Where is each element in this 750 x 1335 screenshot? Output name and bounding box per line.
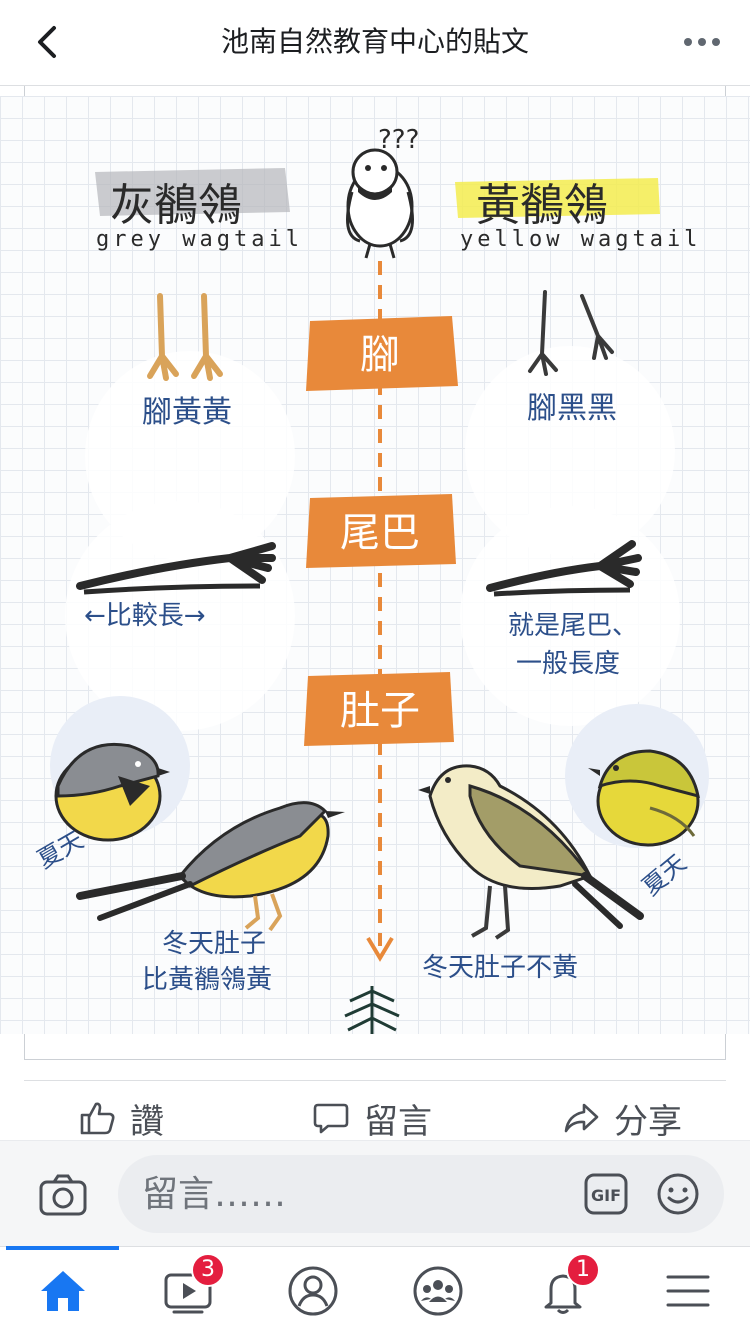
- page-title: 池南自然教育中心的貼文: [220, 25, 529, 58]
- share-button[interactable]: 分享: [562, 1096, 682, 1142]
- grey-wagtail-tail-drawing: [76, 542, 276, 595]
- comment-bubble-icon: [313, 1103, 349, 1134]
- profile-icon: [288, 1266, 338, 1316]
- tab-watch[interactable]: 3: [125, 1247, 250, 1335]
- action-divider: [24, 1080, 726, 1081]
- share-label: 分享: [614, 1101, 682, 1142]
- comment-composer: GIF: [0, 1140, 750, 1246]
- grey-wagtail-summer-drawing: [54, 742, 170, 842]
- section-label-legs: 腳: [306, 316, 458, 391]
- section-label-belly: 肚子: [304, 672, 454, 746]
- yellow-wagtail-tail-drawing: [486, 540, 642, 597]
- top-nav-bar: 池南自然教育中心的貼文: [0, 0, 750, 86]
- section-label-tail: 尾巴: [306, 494, 456, 568]
- yellow-legs-note: 腳黑黑: [527, 391, 617, 426]
- svg-text:腳: 腳: [360, 332, 400, 378]
- grey-winter-note-1: 冬天肚子: [162, 929, 266, 959]
- yellow-wagtail-summer-drawing: [588, 749, 700, 847]
- svg-text:尾巴: 尾巴: [340, 510, 420, 556]
- camera-icon[interactable]: [38, 1173, 88, 1217]
- grey-wagtail-legs-drawing: [147, 293, 223, 381]
- tab-profile[interactable]: [250, 1247, 375, 1335]
- video-play-icon: [164, 1273, 212, 1314]
- bell-icon: [544, 1274, 582, 1314]
- illustration-canvas: 灰鶺鴒 黃鶺鴒 grey wagtail yellow wagtail ???: [33, 125, 709, 1034]
- yellow-wagtail-winter-drawing: [418, 764, 644, 940]
- hamburger-menu-icon: [666, 1275, 710, 1307]
- tab-home[interactable]: [0, 1246, 125, 1335]
- groups-icon: [413, 1266, 463, 1316]
- svg-text:肚子: 肚子: [340, 688, 420, 734]
- tab-notifications[interactable]: 1: [500, 1247, 625, 1335]
- yellow-wagtail-english: yellow wagtail: [460, 227, 701, 252]
- grey-tail-note: ←比較長→: [84, 601, 206, 631]
- post-content: 灰鶺鴒 黃鶺鴒 grey wagtail yellow wagtail ???: [0, 86, 750, 1142]
- home-icon: [41, 1271, 85, 1311]
- bottom-tab-bar: 3 1: [0, 1246, 750, 1334]
- more-options-icon[interactable]: [680, 22, 724, 62]
- question-marks: ???: [378, 125, 419, 155]
- thumbs-up-icon: [80, 1102, 115, 1135]
- gif-icon[interactable]: GIF: [583, 1172, 629, 1216]
- comment-input[interactable]: [142, 1155, 562, 1233]
- yellow-tail-note-2: 一般長度: [516, 649, 620, 679]
- watch-badge: 3: [191, 1253, 225, 1287]
- yellow-wagtail-legs-drawing: [528, 290, 614, 376]
- wagtail-comparison-image[interactable]: 灰鶺鴒 黃鶺鴒 grey wagtail yellow wagtail ???: [0, 96, 750, 1034]
- yellow-wagtail-title: 黃鶺鴒: [476, 180, 608, 231]
- emoji-smiley-icon[interactable]: [656, 1172, 700, 1216]
- svg-text:GIF: GIF: [591, 1186, 621, 1205]
- tab-groups[interactable]: [375, 1247, 500, 1335]
- grey-winter-note-2: 比黃鶺鴒黃: [142, 965, 272, 995]
- grey-legs-note: 腳黃黃: [142, 395, 232, 430]
- like-label: 讚: [130, 1101, 164, 1142]
- pine-sprig-drawing: [344, 986, 400, 1034]
- notifications-badge: 1: [566, 1253, 600, 1287]
- comment-button[interactable]: 留言: [312, 1096, 432, 1142]
- comment-label: 留言: [364, 1101, 432, 1142]
- yellow-tail-note-1: 就是尾巴、: [508, 611, 638, 641]
- white-wagtail-drawing: [346, 148, 414, 259]
- post-actions-bar: 讚 留言 分享: [0, 1086, 750, 1142]
- grey-wagtail-winter-drawing: [76, 801, 345, 932]
- yellow-winter-note: 冬天肚子不黃: [422, 953, 578, 983]
- tab-menu[interactable]: [625, 1247, 750, 1335]
- yellow-summer-note: 夏天: [637, 849, 692, 901]
- back-chevron-icon[interactable]: [30, 22, 70, 62]
- grey-wagtail-english: grey wagtail: [96, 227, 303, 252]
- comment-input-container: GIF: [118, 1155, 724, 1233]
- like-button[interactable]: 讚: [78, 1096, 164, 1142]
- grey-wagtail-title: 灰鶺鴒: [110, 180, 242, 231]
- share-arrow-icon: [564, 1103, 599, 1133]
